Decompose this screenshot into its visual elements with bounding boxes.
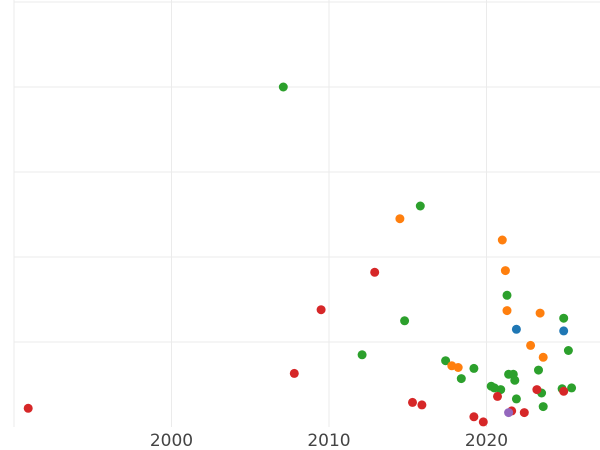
- data-point-s0-1: [415, 201, 425, 211]
- data-point-s0-4: [441, 356, 451, 366]
- data-point-s3-1: [559, 326, 569, 336]
- data-point-s2-8: [493, 391, 502, 401]
- data-point-s0-10: [502, 290, 512, 300]
- x-tick-label-2010: 2010: [307, 431, 350, 450]
- data-point-s1-8: [453, 363, 463, 372]
- data-point-s2-0: [23, 403, 33, 413]
- data-point-s0-6: [469, 363, 479, 373]
- data-point-s1-0: [395, 214, 405, 224]
- data-point-s0-17: [538, 402, 548, 412]
- data-point-s0-13: [510, 375, 520, 385]
- grid: [13, 0, 600, 427]
- x-tick-label-2000: 2000: [150, 431, 193, 450]
- data-point-s0-16: [534, 365, 543, 375]
- data-point-s2-12: [559, 386, 569, 396]
- data-point-s4-0: [504, 408, 514, 418]
- data-point-s0-3: [400, 316, 410, 326]
- data-point-s0-19: [559, 313, 569, 323]
- data-point-s0-20: [563, 346, 573, 355]
- data-point-s1-4: [535, 308, 545, 318]
- data-point-s2-5: [417, 400, 427, 410]
- data-point-s0-14: [511, 394, 521, 404]
- data-point-s0-21: [567, 383, 577, 393]
- data-point-s0-9: [496, 385, 506, 395]
- data-point-s3-0: [511, 324, 521, 334]
- data-point-s2-3: [370, 267, 380, 277]
- data-point-s2-1: [289, 368, 299, 378]
- data-point-s2-6: [469, 412, 479, 422]
- data-point-s2-4: [408, 397, 417, 407]
- data-point-s1-1: [497, 235, 507, 245]
- data-point-s2-2: [316, 305, 326, 315]
- x-tick-label-2020: 2020: [465, 431, 508, 450]
- data-point-s1-5: [526, 340, 536, 350]
- data-point-s0-0: [278, 82, 288, 92]
- data-point-s1-6: [538, 352, 548, 362]
- data-points: [23, 82, 577, 427]
- x-axis-ticks: 2000 2010 2020: [150, 431, 508, 450]
- data-point-s1-2: [500, 266, 510, 276]
- data-point-s0-5: [456, 374, 466, 384]
- data-point-s1-3: [502, 306, 512, 316]
- data-point-s0-2: [357, 350, 367, 360]
- data-point-s2-10: [519, 408, 529, 418]
- data-point-s2-7: [478, 417, 488, 427]
- data-point-s2-11: [532, 385, 542, 395]
